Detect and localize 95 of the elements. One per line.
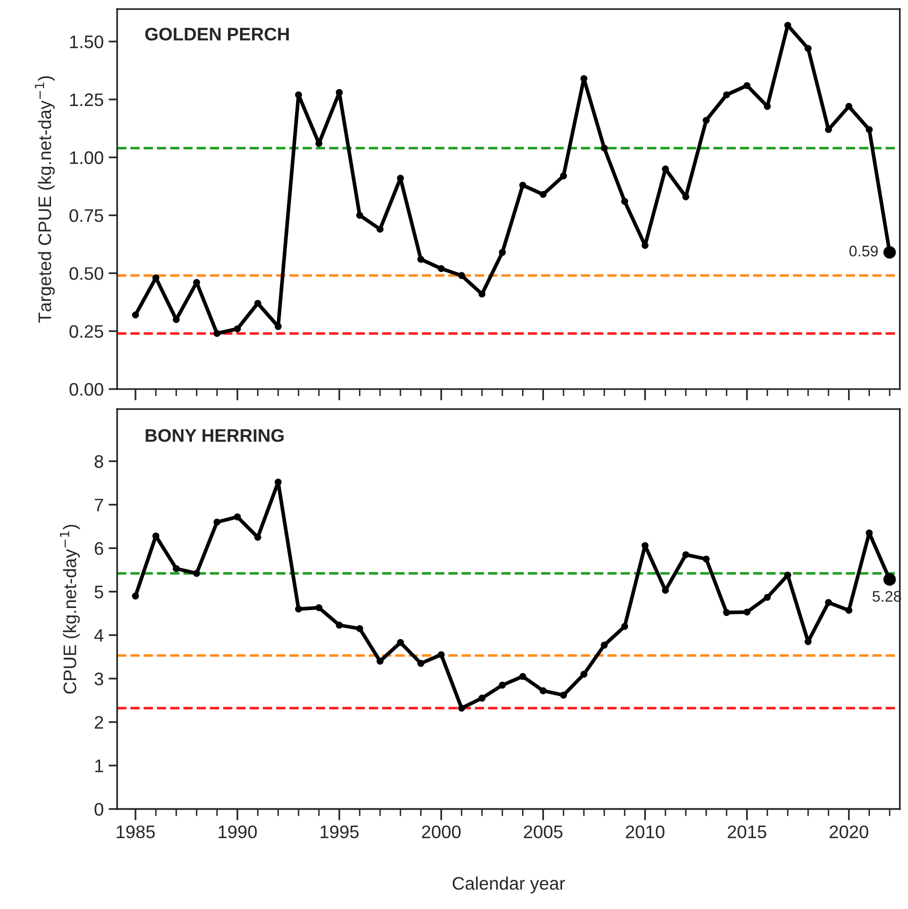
point — [356, 212, 364, 219]
y-tick-label: 3 — [94, 672, 104, 686]
y-axis-title: Targeted CPUE (kg.net-day$^{−1}$) — [34, 76, 55, 323]
point — [458, 704, 466, 712]
point — [214, 518, 220, 526]
y-axis-title: CPUE (kg.net-day$^{−1}$) — [60, 524, 80, 694]
point — [845, 606, 852, 614]
point — [336, 622, 343, 629]
point — [743, 82, 750, 90]
point — [784, 22, 792, 29]
y-tick-label: 0.00 — [70, 382, 104, 396]
point — [621, 622, 628, 630]
y-tick-label: 2 — [94, 716, 104, 729]
point — [172, 565, 180, 572]
y-tick-label: 4 — [94, 629, 104, 642]
x-tick-label: 1985 — [116, 825, 155, 838]
y-tick-label: 6 — [94, 542, 104, 555]
y-tick-label: 8 — [94, 455, 104, 468]
point — [498, 248, 506, 256]
point — [376, 658, 384, 665]
point — [723, 609, 730, 616]
point — [764, 594, 771, 601]
point — [600, 144, 608, 152]
x-tick-label: 2015 — [728, 825, 766, 838]
point — [478, 290, 486, 298]
y-tick-label: 1.50 — [70, 35, 104, 48]
x-tick-label: 2000 — [422, 825, 461, 838]
point — [214, 330, 220, 337]
point — [295, 91, 302, 98]
y-tick-label: 1 — [95, 760, 104, 772]
text: GOLDEN PERCH — [145, 28, 289, 41]
point — [132, 592, 139, 600]
point — [132, 311, 139, 318]
point — [396, 639, 404, 646]
point — [580, 670, 588, 678]
point — [254, 300, 262, 307]
point — [560, 172, 567, 180]
point — [417, 660, 424, 667]
point — [193, 570, 200, 577]
x-tick-label: 1990 — [218, 825, 257, 838]
point — [396, 174, 404, 182]
data-label: 0.59 — [849, 246, 878, 256]
point — [336, 89, 343, 96]
point — [540, 190, 547, 198]
point — [234, 325, 241, 332]
point — [866, 529, 873, 536]
point — [825, 599, 832, 606]
y-tick-label: 7 — [94, 498, 104, 512]
point — [540, 687, 547, 694]
point — [417, 256, 424, 263]
point — [825, 126, 832, 134]
point — [784, 572, 792, 579]
point — [702, 556, 710, 563]
point — [274, 478, 282, 486]
y-tick-label: 0.75 — [70, 209, 104, 222]
point — [702, 116, 710, 124]
point — [723, 91, 730, 98]
point — [682, 551, 690, 558]
point — [315, 604, 322, 612]
point — [560, 692, 567, 699]
point — [234, 513, 241, 520]
point — [376, 226, 384, 233]
y-tick-label: 0.25 — [70, 325, 104, 338]
x-tick-label: 2005 — [524, 825, 562, 838]
x-axis-title: Calendar year — [452, 876, 565, 894]
x-tick-label: 2010 — [626, 825, 664, 838]
point — [438, 651, 445, 658]
point — [356, 625, 364, 632]
point — [743, 608, 750, 616]
point — [804, 638, 812, 646]
point — [519, 672, 526, 680]
point — [478, 694, 486, 702]
point — [866, 126, 873, 134]
point — [274, 323, 282, 330]
point — [295, 606, 302, 613]
y-tick-label: 1.00 — [70, 151, 104, 164]
point — [662, 165, 669, 172]
y-tick-label: 0.50 — [70, 267, 104, 280]
y-tick-label: 0 — [94, 802, 104, 816]
point — [764, 102, 771, 110]
point — [438, 265, 445, 272]
point — [682, 193, 690, 200]
y-tick-label: 5 — [94, 586, 104, 598]
text: BONY HERRING — [146, 429, 284, 442]
point — [804, 45, 812, 52]
point — [152, 532, 160, 540]
y-tick-label: 1.25 — [70, 93, 104, 106]
point — [600, 642, 608, 649]
x-tick-label: 2020 — [830, 825, 868, 838]
x-tick-label: 1995 — [320, 825, 359, 838]
point — [498, 682, 506, 689]
point — [519, 182, 526, 189]
point — [845, 102, 852, 110]
point — [621, 198, 628, 205]
point — [458, 272, 466, 279]
